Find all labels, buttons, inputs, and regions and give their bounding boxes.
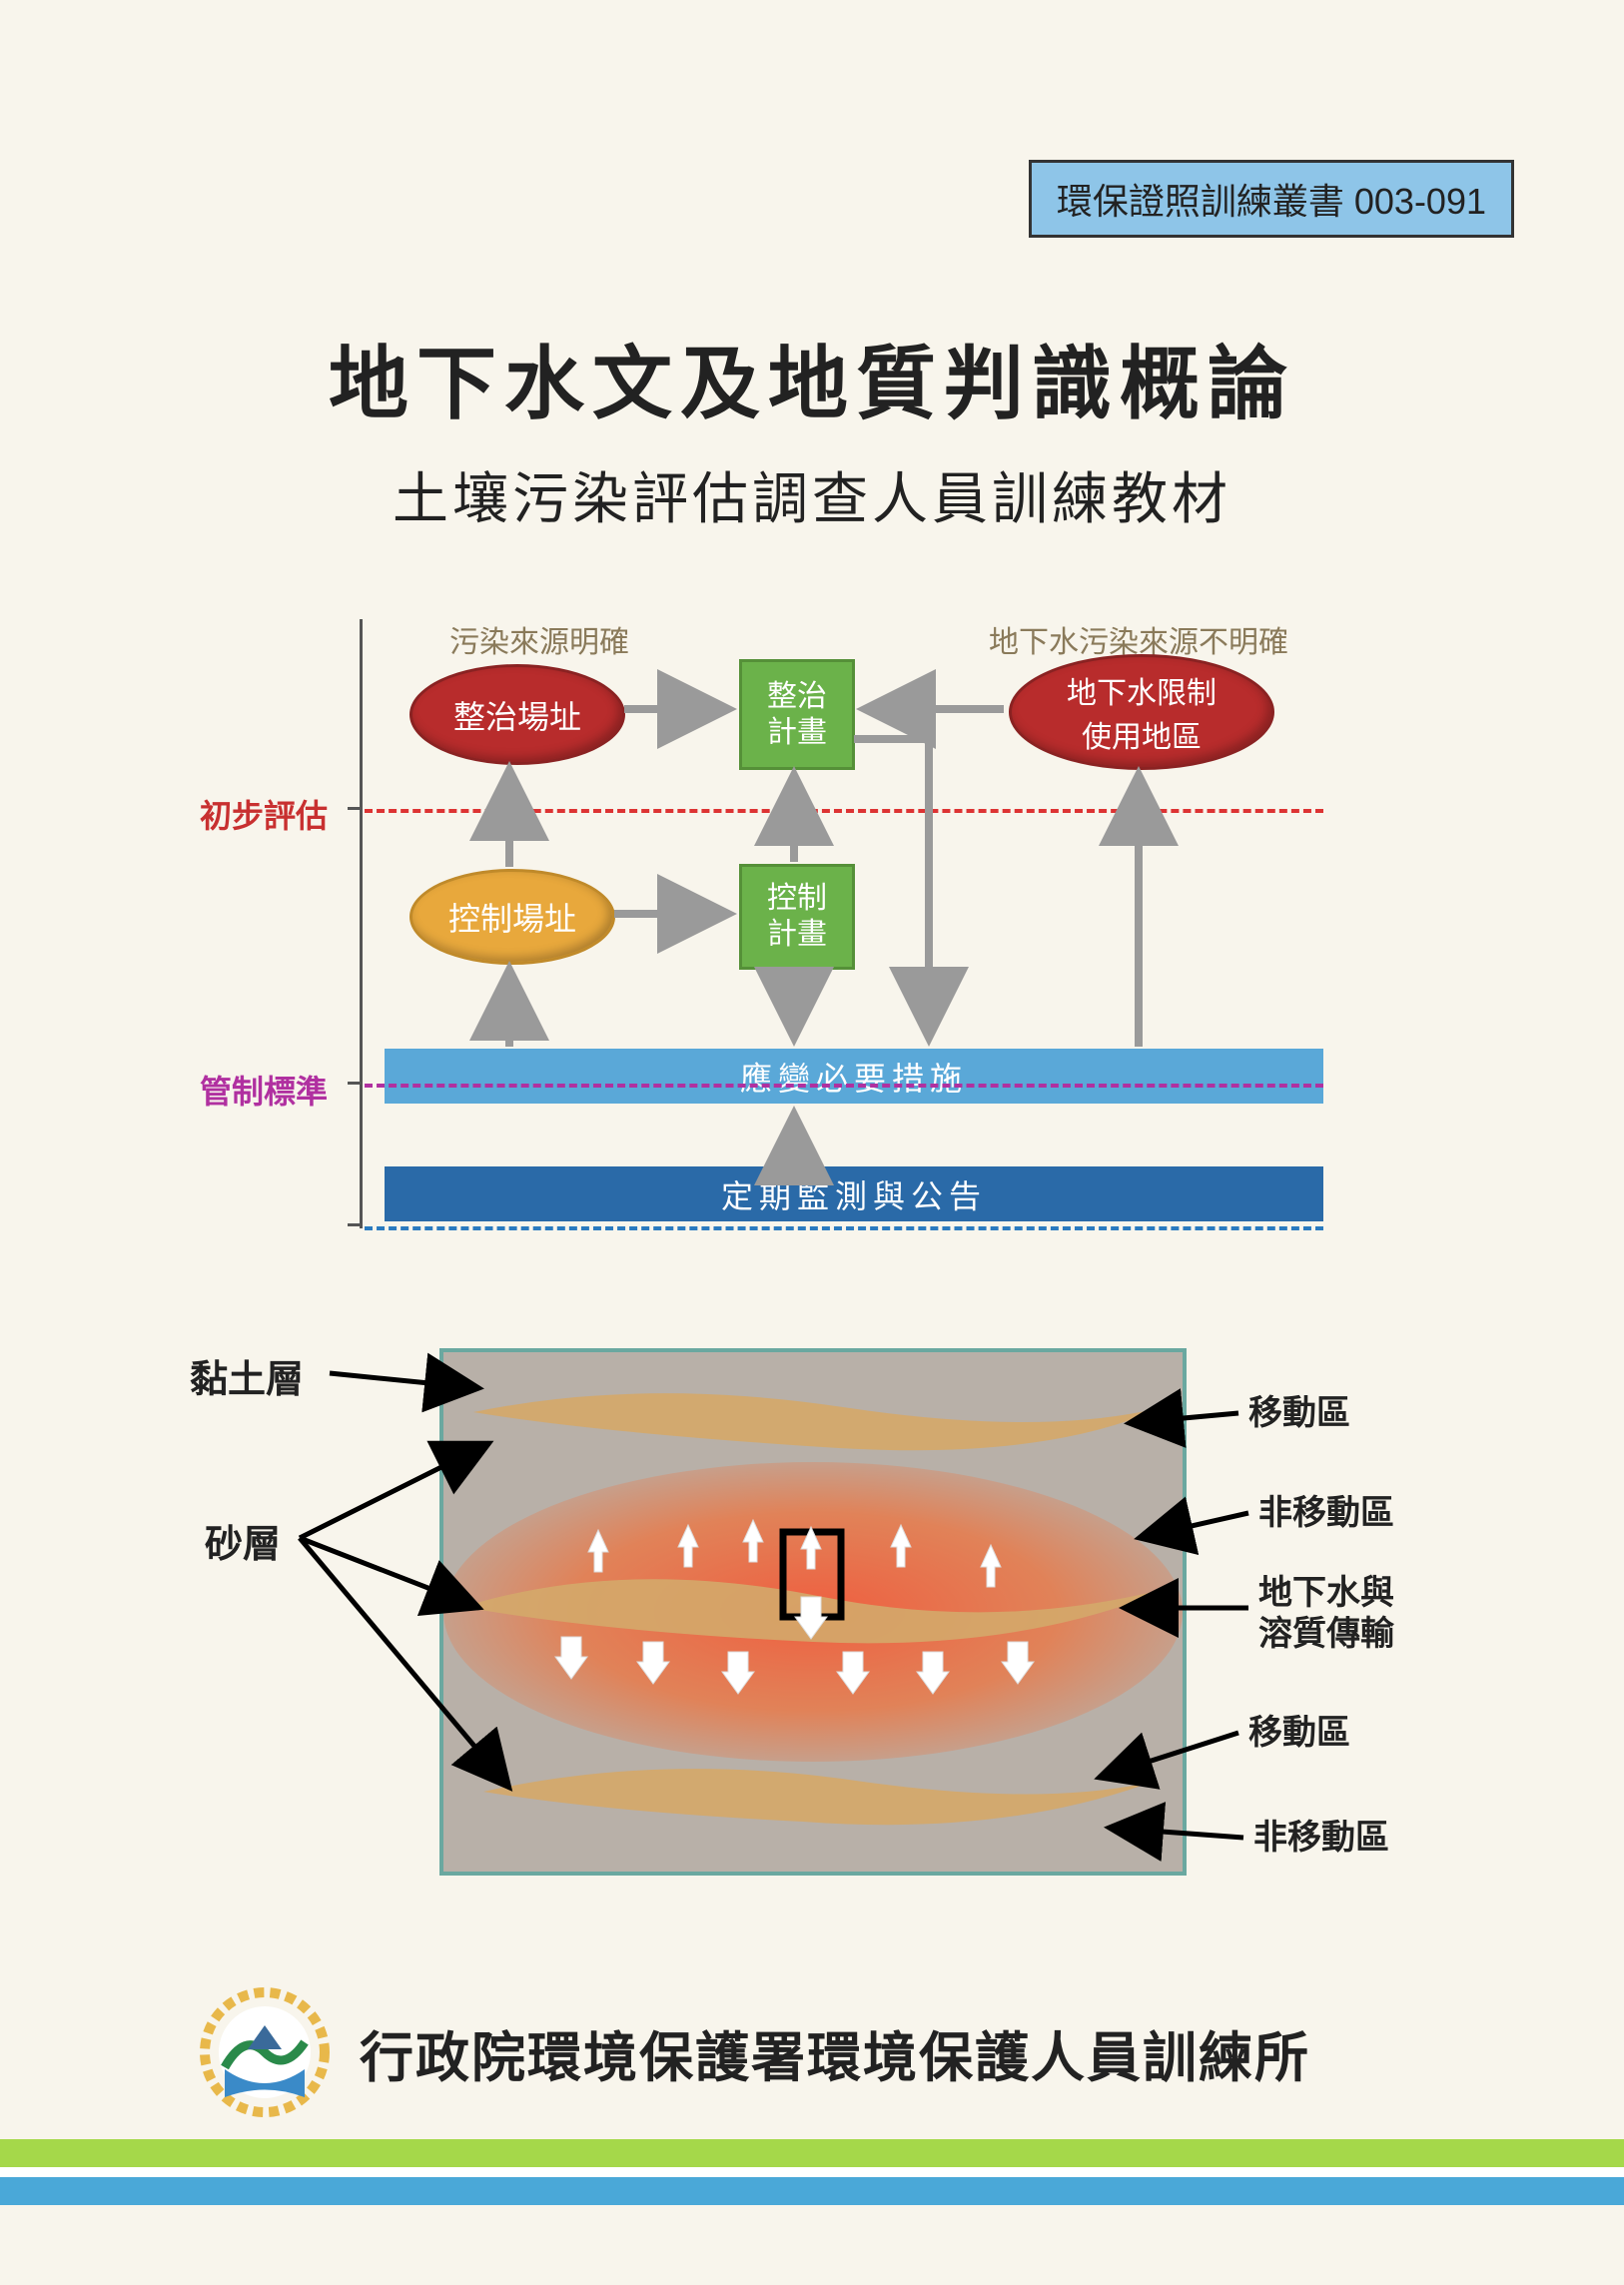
series-number-box: 環保證照訓練叢書 003-091 xyxy=(1029,160,1514,238)
org-name: 行政院環境保護署環境保護人員訓練所 xyxy=(360,2013,1310,2092)
label-gw-transport: 地下水與 溶質傳輸 xyxy=(1258,1573,1394,1655)
main-title: 地下水文及地質判識概論 xyxy=(0,320,1624,435)
geology-diagram: 黏土層 砂層 移動區 非移動區 地下水與 溶質傳輸 移動區 非移動區 xyxy=(180,1328,1438,1888)
epa-logo-icon xyxy=(200,1987,330,2117)
label-immobile-zone-top: 非移動區 xyxy=(1258,1493,1394,1534)
arrows-layer xyxy=(250,609,1348,1248)
stripe-blue xyxy=(0,2177,1624,2205)
stripe-gap xyxy=(0,2167,1624,2177)
label-clay-layer: 黏土層 xyxy=(190,1348,304,1403)
flowchart: 污染來源明確 地下水污染來源不明確 整治場址 整治 計畫 地下水限制 使用地區 … xyxy=(250,609,1368,1238)
label-mobile-zone-top: 移動區 xyxy=(1248,1393,1350,1434)
label-immobile-zone-bot: 非移動區 xyxy=(1253,1818,1389,1859)
page: 環保證照訓練叢書 003-091 地下水文及地質判識概論 土壤污染評估調查人員訓… xyxy=(0,0,1624,2285)
stripe-green xyxy=(0,2139,1624,2167)
label-mobile-zone-bot: 移動區 xyxy=(1248,1713,1350,1754)
label-sand-layer: 砂層 xyxy=(205,1513,281,1568)
footer-stripes xyxy=(0,2139,1624,2205)
footer-org: 行政院環境保護署環境保護人員訓練所 xyxy=(200,1987,1310,2117)
subtitle: 土壤污染評估調查人員訓練教材 xyxy=(0,454,1624,535)
